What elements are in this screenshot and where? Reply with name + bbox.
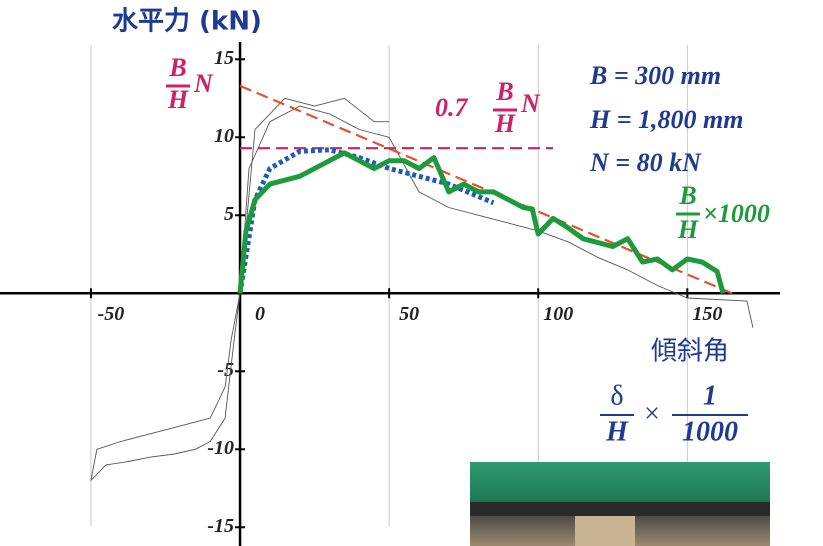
x-tick-label: -50 xyxy=(98,303,125,325)
param: N = 80 kN xyxy=(589,148,702,177)
y-tick-label: 10 xyxy=(214,125,234,147)
annotation-angle: δ H × 1 1000 xyxy=(600,380,748,447)
ann-den: H xyxy=(605,416,629,447)
ann-tail: ×1000 xyxy=(703,199,770,228)
ann-tail: N xyxy=(520,89,541,118)
ann-num: B xyxy=(168,53,186,82)
y-tick-label: -15 xyxy=(207,515,234,537)
ann-times: × xyxy=(644,398,660,429)
ann-den2: 1000 xyxy=(682,416,738,447)
ann-den: H xyxy=(167,85,189,114)
ann-den: H xyxy=(677,215,699,244)
y-tick-label: 15 xyxy=(214,47,234,69)
x-tick-label: 100 xyxy=(543,303,573,325)
ann-den: H xyxy=(494,109,516,138)
x-axis-label: 傾斜角 xyxy=(651,337,729,367)
ann-pre: 0.7 xyxy=(435,93,469,122)
param: H = 1,800 mm xyxy=(589,105,744,134)
chart: -50050100150-15-10-551015 水平力 (kN) B H N… xyxy=(0,0,823,546)
param: B = 300 mm xyxy=(589,61,721,90)
series-line xyxy=(240,98,389,293)
page: -50050100150-15-10-551015 水平力 (kN) B H N… xyxy=(0,0,823,546)
x-tick-label: 50 xyxy=(399,303,419,325)
x-tick-label: 150 xyxy=(692,303,722,325)
ann-num: B xyxy=(495,77,513,106)
chart-title: 水平力 (kN) xyxy=(112,7,262,37)
ann-num: δ xyxy=(610,380,623,411)
annotation-bh1000: B H ×1000 xyxy=(676,181,770,244)
y-tick-label: 5 xyxy=(224,203,234,225)
annotation-07bhn: 0.7 B H N xyxy=(435,77,541,138)
photo-beam xyxy=(470,502,770,516)
series-line xyxy=(240,150,494,293)
annotation-bhn: B H N xyxy=(166,53,214,114)
x-tick-label: 0 xyxy=(255,303,265,325)
photo-post xyxy=(575,516,635,546)
ann-tail: N xyxy=(193,69,214,98)
parameters: B = 300 mm H = 1,800 mm N = 80 kN xyxy=(589,61,744,177)
ann-num: B xyxy=(678,181,696,210)
ann-num2: 1 xyxy=(703,380,717,411)
